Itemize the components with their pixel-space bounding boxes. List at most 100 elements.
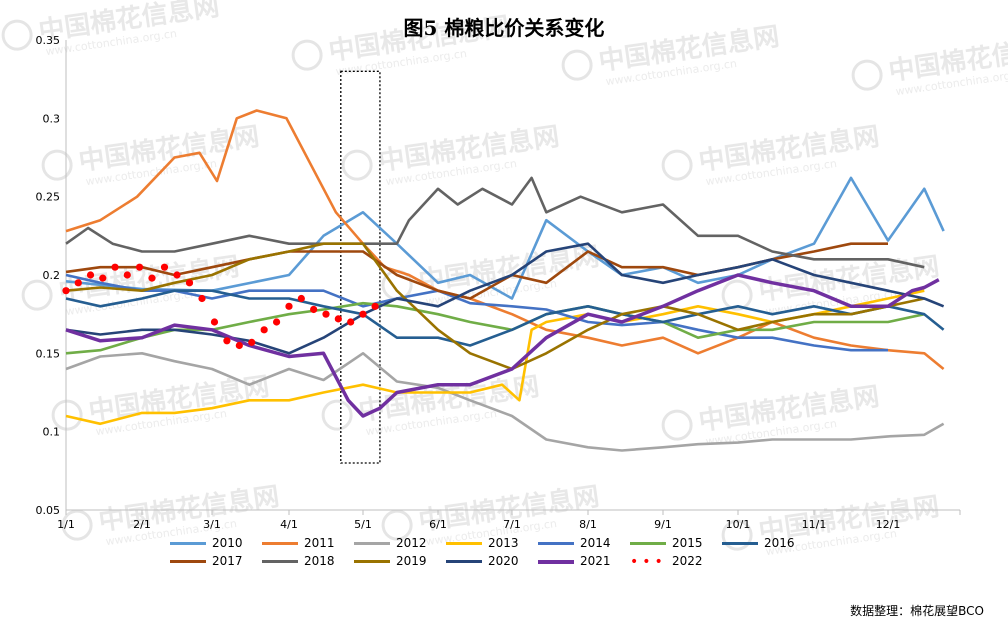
data-point [297, 294, 305, 303]
x-tick-label: 3/1 [203, 518, 221, 531]
data-point [198, 294, 206, 303]
data-point [86, 271, 95, 279]
legend-item-2011: 2011 [262, 536, 335, 550]
cotton-logo-icon [721, 519, 753, 551]
x-tick-label: 12/1 [876, 518, 901, 531]
series-line [65, 289, 925, 426]
data-point [185, 279, 194, 287]
y-tick-label: 0.35 [36, 34, 61, 47]
legend-item-2018: 2018 [262, 554, 335, 568]
legend-item-2021: 2021 [538, 554, 611, 568]
legend-swatch [538, 559, 574, 564]
legend-swatch [262, 560, 298, 563]
legend-swatch [170, 542, 206, 545]
legend-item-2017: 2017 [170, 554, 243, 568]
legend-label: 2019 [396, 554, 427, 568]
data-point [310, 305, 318, 314]
legend-swatch [262, 542, 298, 545]
cotton-logo-icon [1, 19, 33, 51]
data-point [62, 287, 70, 295]
legend-item-2015: 2015 [630, 536, 703, 550]
data-point [74, 279, 82, 287]
chart-axes: 0.35 0.3 0.25 0.2 0.15 0.1 0.051/1 2/1 3/1 4/1 5/1… [36, 34, 961, 531]
legend-item-2022: ••• 2022 [630, 554, 703, 569]
y-tick-label: 0.25 [36, 191, 61, 204]
data-point [173, 271, 181, 279]
y-tick-label: 0.3 [43, 112, 61, 125]
data-point [235, 341, 243, 350]
data-point [260, 326, 268, 334]
cotton-logo-icon [721, 279, 753, 311]
cotton-logo-icon [51, 399, 83, 431]
data-point [248, 338, 256, 346]
data-point [322, 310, 330, 318]
series-2014 [65, 273, 888, 352]
legend-label: 2021 [580, 554, 611, 568]
legend-swatch [538, 542, 574, 545]
y-tick-label: 0.1 [43, 426, 61, 439]
data-point [347, 318, 355, 326]
series-line [65, 289, 945, 347]
legend-item-2020: 2020 [446, 554, 519, 568]
legend-swatch [354, 542, 390, 545]
x-tick-label: 6/1 [429, 518, 447, 531]
legend-label: 2015 [672, 536, 703, 550]
legend-label: 2022 [672, 554, 703, 568]
series-line [65, 273, 940, 418]
legend-swatch [354, 560, 390, 563]
data-point [359, 310, 367, 318]
legend-item-2016: 2016 [722, 536, 795, 550]
data-point [99, 274, 107, 282]
series-line [65, 242, 945, 355]
x-tick-label: 10/1 [726, 518, 751, 531]
x-tick-label: 1/1 [57, 518, 75, 531]
legend-swatch [446, 542, 482, 545]
x-tick-label: 7/1 [503, 518, 521, 531]
series-line [65, 176, 945, 300]
legend-label: 2018 [304, 554, 335, 568]
series-line [65, 273, 888, 352]
cotton-logo-icon [61, 509, 93, 541]
x-tick-label: 5/1 [354, 518, 372, 531]
data-point [223, 337, 231, 345]
legend-label: 2013 [488, 536, 519, 550]
series-2013 [65, 289, 925, 426]
series-2016 [65, 289, 945, 347]
x-tick-label: 9/1 [654, 518, 672, 531]
y-tick-label: 0.05 [36, 504, 61, 517]
cotton-logo-icon [41, 149, 73, 181]
legend-swatch [446, 560, 482, 563]
x-tick-label: 8/1 [579, 518, 597, 531]
legend-label: 2012 [396, 536, 427, 550]
legend-label: 2017 [212, 554, 243, 568]
highlight-rect [340, 70, 381, 464]
series-2012 [65, 351, 945, 452]
legend-item-2012: 2012 [354, 536, 427, 550]
cotton-logo-icon [661, 409, 693, 441]
data-point [160, 263, 169, 271]
legend-label: 2014 [580, 536, 611, 550]
legend-swatch [722, 542, 758, 545]
cotton-logo-icon [561, 49, 593, 81]
series-layer [62, 109, 945, 452]
series-2021 [65, 273, 940, 418]
data-point [285, 302, 293, 310]
legend-item-2019: 2019 [354, 554, 427, 568]
source-note: 数据整理：棉花展望BCO [850, 604, 984, 618]
x-tick-label: 2/1 [133, 518, 151, 531]
series-2018 [65, 176, 925, 269]
legend-item-2013: 2013 [446, 536, 519, 550]
legend-swatch [630, 542, 666, 545]
data-point [148, 274, 156, 282]
series-2020 [65, 242, 945, 355]
legend-label: 2016 [764, 536, 795, 550]
cotton-logo-icon [851, 59, 883, 91]
data-point [111, 263, 119, 271]
cotton-logo-icon [381, 509, 413, 541]
